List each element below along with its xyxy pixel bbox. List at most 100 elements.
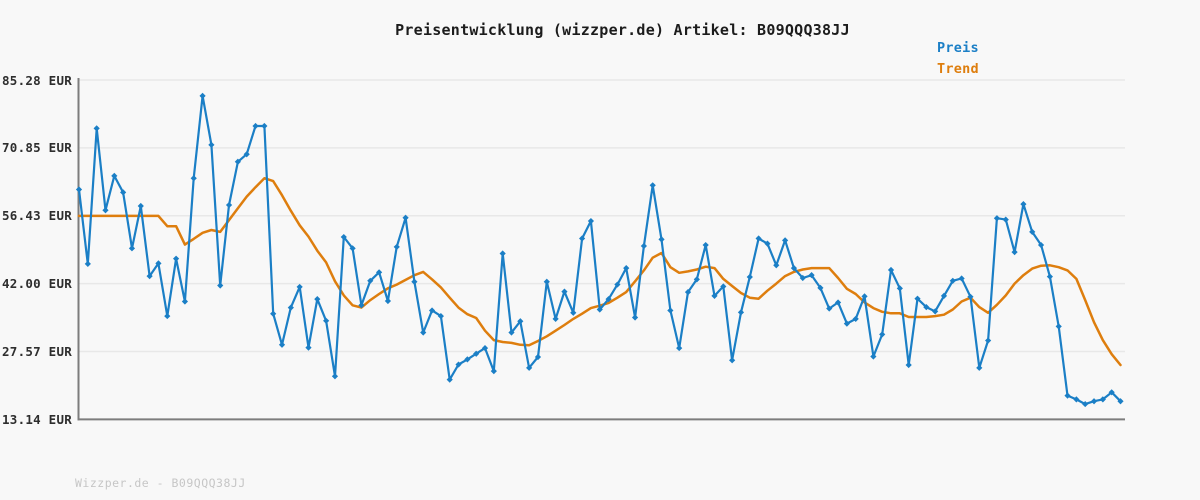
preis-marker bbox=[914, 295, 921, 302]
preis-marker bbox=[905, 361, 912, 369]
preis-marker bbox=[631, 314, 639, 321]
preis-marker bbox=[261, 122, 268, 130]
preis-marker bbox=[252, 122, 259, 130]
preis-marker bbox=[146, 272, 153, 280]
preis-marker bbox=[217, 282, 224, 289]
preis-marker bbox=[208, 141, 215, 148]
preis-marker bbox=[225, 201, 233, 209]
preis-marker bbox=[799, 274, 806, 282]
preis-marker bbox=[270, 310, 277, 317]
preis-marker bbox=[1099, 396, 1106, 403]
preis-marker bbox=[658, 236, 665, 243]
preis-marker bbox=[993, 215, 1001, 222]
preis-marker bbox=[596, 306, 603, 313]
y-tick-label: 13.14 EUR bbox=[2, 411, 72, 427]
preis-marker bbox=[428, 307, 436, 314]
preis-marker bbox=[578, 235, 586, 242]
preis-marker bbox=[111, 172, 118, 179]
preis-line bbox=[77, 94, 1122, 406]
y-tick-label: 56.43 EUR bbox=[2, 208, 72, 224]
preis-marker bbox=[473, 350, 480, 357]
preis-marker bbox=[746, 273, 753, 281]
preis-marker bbox=[967, 293, 974, 300]
preis-marker bbox=[640, 242, 647, 250]
preis-marker bbox=[870, 353, 877, 360]
preis-marker bbox=[684, 288, 692, 296]
preis-marker bbox=[826, 305, 833, 312]
preis-marker bbox=[861, 293, 868, 300]
y-tick-label: 85.28 EUR bbox=[2, 72, 72, 88]
preis-marker bbox=[1020, 201, 1027, 208]
y-tick-label: 70.85 EUR bbox=[2, 140, 72, 156]
preis-marker bbox=[490, 368, 497, 375]
y-tick-label: 42.00 EUR bbox=[2, 276, 72, 292]
preis-marker bbox=[499, 250, 506, 257]
preis-marker bbox=[834, 299, 842, 306]
preis-marker bbox=[349, 245, 356, 252]
preis-marker bbox=[437, 312, 444, 320]
preis-marker bbox=[720, 283, 727, 290]
preis-marker bbox=[614, 281, 621, 288]
preis-marker bbox=[1037, 241, 1045, 249]
preis-marker bbox=[305, 344, 312, 351]
preis-marker bbox=[985, 337, 992, 344]
preis-marker bbox=[729, 357, 736, 364]
preis-marker bbox=[1108, 389, 1115, 396]
preis-marker bbox=[1011, 248, 1018, 256]
preis-marker bbox=[1073, 396, 1080, 403]
preis-marker bbox=[375, 269, 383, 276]
preis-marker bbox=[384, 297, 392, 305]
legend-item-trend: Trend bbox=[937, 61, 979, 77]
preis-marker bbox=[570, 309, 577, 316]
preis-marker bbox=[420, 329, 427, 336]
preis-marker bbox=[587, 217, 595, 225]
preis-marker bbox=[887, 266, 895, 274]
preis-marker bbox=[517, 318, 524, 325]
preis-marker bbox=[543, 278, 550, 285]
legend-item-preis: Preis bbox=[937, 40, 979, 56]
preis-marker bbox=[1090, 398, 1098, 405]
preis-marker bbox=[773, 262, 780, 269]
watermark-text: Wizzper.de - B09QQQ38JJ bbox=[75, 476, 246, 490]
y-tick-label: 27.57 EUR bbox=[2, 344, 72, 359]
preis-marker bbox=[331, 373, 339, 380]
preis-marker bbox=[755, 235, 762, 242]
preis-marker bbox=[181, 298, 189, 305]
preis-marker bbox=[455, 361, 462, 368]
preis-marker bbox=[932, 308, 939, 315]
preis-marker bbox=[93, 125, 100, 132]
preis-marker bbox=[702, 241, 709, 249]
preis-marker bbox=[1064, 392, 1071, 399]
preis-marker bbox=[464, 356, 471, 363]
preis-marker bbox=[137, 202, 144, 210]
preis-marker bbox=[764, 240, 771, 247]
preis-marker bbox=[402, 214, 409, 221]
preis-marker bbox=[75, 186, 83, 193]
preis-marker bbox=[940, 292, 948, 299]
preis-marker bbox=[128, 245, 136, 252]
preis-marker bbox=[411, 278, 418, 285]
preis-marker bbox=[534, 353, 542, 361]
preis-marker bbox=[879, 331, 886, 338]
preis-marker bbox=[605, 296, 612, 303]
preis-marker bbox=[314, 296, 321, 303]
preis-marker bbox=[923, 304, 930, 311]
preis-marker bbox=[172, 255, 180, 262]
preis-marker bbox=[949, 277, 956, 284]
preis-marker bbox=[737, 309, 745, 316]
preis-marker bbox=[1029, 228, 1036, 235]
preis-marker bbox=[199, 92, 206, 100]
preis-marker bbox=[843, 320, 850, 327]
preis-marker bbox=[976, 364, 983, 371]
preis-marker bbox=[164, 312, 171, 320]
preis-marker bbox=[782, 237, 789, 244]
preis-marker bbox=[808, 272, 815, 279]
preis-marker bbox=[287, 304, 294, 311]
chart-legend: Preis Trend bbox=[937, 38, 979, 80]
preis-marker bbox=[234, 158, 241, 165]
preis-marker bbox=[667, 307, 674, 314]
preis-marker bbox=[711, 292, 718, 299]
preis-marker bbox=[278, 341, 286, 348]
preis-marker bbox=[896, 285, 903, 292]
